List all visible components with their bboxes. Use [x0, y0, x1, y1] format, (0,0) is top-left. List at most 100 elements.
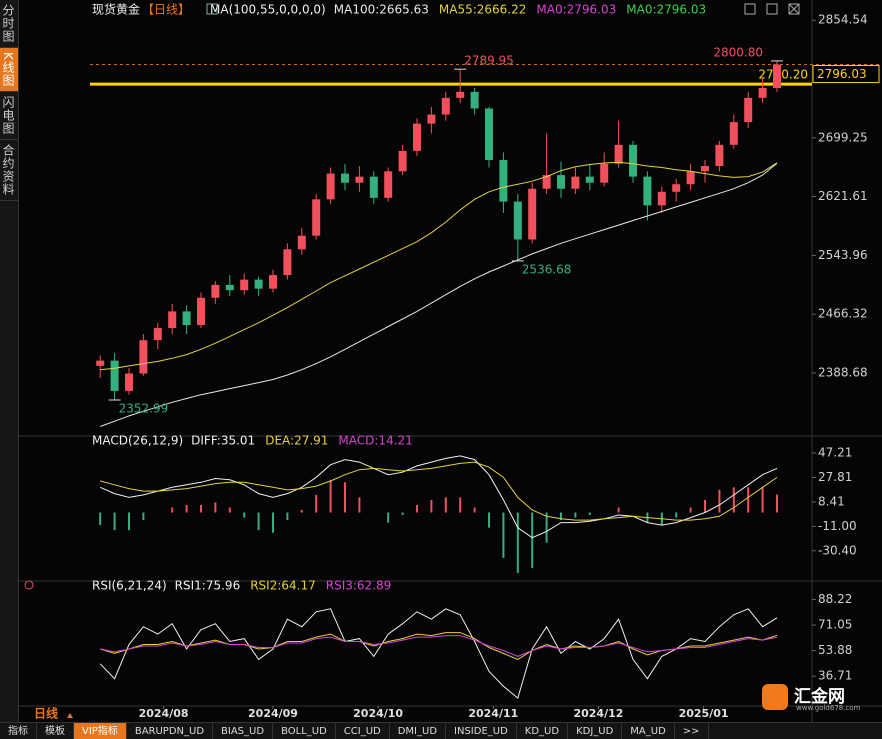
- legend-item: MA100:2665.63: [334, 3, 429, 17]
- indicator-tab[interactable]: BIAS_UD: [213, 723, 274, 739]
- indicator-tab[interactable]: VIP指标: [74, 723, 127, 739]
- reference-label: 2770.20: [758, 68, 808, 82]
- macd-bar: [560, 512, 562, 521]
- macd-bar: [171, 507, 174, 513]
- y-tick-label: 2854.54: [818, 13, 868, 27]
- candle-body: [600, 163, 609, 183]
- icon[interactable]: [766, 3, 778, 15]
- macd-bar: [689, 507, 692, 513]
- candle-body: [571, 176, 580, 189]
- indicator-tab[interactable]: KDJ_UD: [568, 723, 623, 739]
- candle-body: [297, 235, 306, 250]
- indicator-tab[interactable]: KD_UD: [517, 723, 569, 739]
- legend-item: 【日线】: [142, 3, 190, 17]
- candle-body: [528, 188, 537, 240]
- candle-body: [614, 144, 623, 164]
- x-tick-label: 2025/01: [679, 707, 729, 720]
- indicator-tab[interactable]: BARUPDN_UD: [127, 723, 214, 739]
- macd-bar: [387, 512, 390, 523]
- indicator-line: [99, 455, 778, 539]
- candle-body: [672, 184, 681, 192]
- candle-body: [499, 159, 508, 202]
- x-tick-label: 2024/12: [573, 707, 623, 720]
- sidebar-tab[interactable]: K线图: [0, 48, 18, 92]
- candle-body: [341, 173, 349, 183]
- y-tick-label: 71.05: [818, 618, 852, 632]
- candle-body: [153, 328, 162, 341]
- indicator-line: [100, 461, 778, 521]
- ma-line: [100, 161, 778, 371]
- logo: 汇金网 www.gold678.com: [762, 682, 877, 716]
- macd-bar: [444, 497, 447, 513]
- indicator-tab[interactable]: CCI_UD: [336, 723, 390, 739]
- macd-bar: [732, 487, 735, 513]
- indicator-tab[interactable]: INSIDE_UD: [446, 723, 517, 739]
- macd-bar: [243, 512, 246, 518]
- candle-body: [456, 91, 465, 98]
- candle-body: [384, 171, 393, 198]
- candle-body: [197, 297, 205, 326]
- ma-line: [100, 162, 778, 427]
- candle-body: [758, 88, 767, 98]
- candle-body: [326, 173, 335, 200]
- indicator-tab[interactable]: MA_UD: [622, 723, 675, 739]
- macd-bar: [401, 512, 404, 516]
- macd-bar: [200, 504, 202, 513]
- x-tick-label: 2024/09: [248, 707, 298, 720]
- period-button[interactable]: 日线: [34, 706, 58, 721]
- sidebar-tab[interactable]: 闪电图: [0, 92, 18, 140]
- macd-bar: [128, 512, 130, 531]
- logo-icon: [762, 684, 788, 710]
- icon[interactable]: [788, 3, 800, 15]
- candle-body: [211, 284, 220, 298]
- candle-body: [470, 91, 479, 109]
- sidebar: 分时图 K线图 闪电图 合约资料: [0, 0, 19, 722]
- candle-body: [269, 275, 277, 289]
- indicator-tab[interactable]: BOLL_UD: [273, 723, 336, 739]
- candle-body: [312, 199, 321, 236]
- sidebar-tab[interactable]: 分时图: [0, 0, 18, 48]
- y-tick-label: 2543.96: [818, 248, 868, 262]
- legend-item: 现货黄金: [92, 2, 140, 17]
- window-icons[interactable]: [744, 3, 800, 15]
- y-tick-label: 8.41: [818, 494, 845, 508]
- candle-body: [773, 64, 781, 89]
- icon[interactable]: [788, 3, 800, 15]
- macd-bar: [747, 487, 750, 513]
- candle-body: [225, 284, 234, 291]
- indicator-tab[interactable]: 指标: [0, 723, 37, 739]
- candle-body: [715, 144, 724, 167]
- candle-body: [355, 176, 364, 183]
- macd-bar: [185, 504, 188, 513]
- indicator-tab[interactable]: 模板: [37, 723, 74, 739]
- macd-bar: [113, 512, 116, 531]
- candle-body: [398, 150, 407, 172]
- period-arrow[interactable]: [67, 713, 73, 718]
- candle-body: [96, 360, 105, 366]
- indicator-line: [100, 635, 778, 657]
- legend-item: MA0:2796.03: [626, 3, 706, 17]
- candle-body: [441, 97, 450, 115]
- last-price-box: [812, 65, 880, 84]
- macd-bar: [358, 497, 361, 513]
- candle-body: [125, 373, 133, 391]
- last-price-label: 2796.03: [817, 67, 867, 81]
- macd-bar: [272, 512, 274, 533]
- y-tick-label: 2621.61: [818, 189, 868, 203]
- icon[interactable]: [744, 3, 756, 15]
- candle-body: [283, 249, 292, 276]
- y-tick-label: 2699.25: [818, 130, 868, 144]
- macd-bar: [531, 512, 534, 568]
- legend-item: MACD:14.21: [338, 434, 412, 448]
- macd-bar: [502, 512, 505, 558]
- rsi-icon[interactable]: [24, 580, 34, 590]
- macd-bar: [545, 512, 548, 543]
- macd-bar: [473, 507, 476, 513]
- sidebar-tab[interactable]: 合约资料: [0, 140, 18, 201]
- indicator-tab[interactable]: DMI_UD: [390, 723, 447, 739]
- candle-body: [139, 340, 148, 374]
- indicator-tab[interactable]: >>: [675, 723, 709, 739]
- macd-bar: [99, 512, 102, 526]
- macd-bar: [617, 507, 620, 513]
- legend-item: DEA:27.91: [265, 434, 328, 448]
